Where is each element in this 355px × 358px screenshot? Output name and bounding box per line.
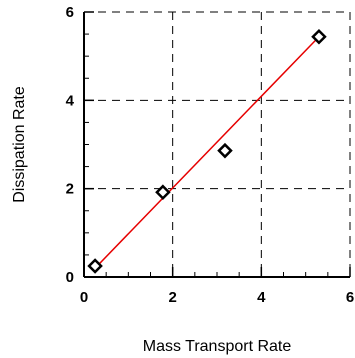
- data-point-diamond: [87, 258, 103, 274]
- y-tick-label: 4: [66, 92, 75, 109]
- fit-line: [94, 36, 320, 269]
- x-tick-label: 4: [257, 289, 266, 306]
- y-axis-title: Dissipation Rate: [11, 86, 28, 203]
- x-tick-labels: 0 2 4 6: [80, 289, 354, 306]
- y-tick-labels: 0 2 4 6: [66, 4, 75, 286]
- series: [87, 28, 327, 274]
- ticks: [83, 11, 351, 278]
- x-tick-label: 6: [346, 289, 354, 306]
- x-axis-title: Mass Transport Rate: [143, 338, 292, 355]
- axes: [83, 12, 350, 278]
- data-point-diamond: [311, 28, 327, 45]
- data-point-diamond: [217, 142, 233, 159]
- y-tick-label: 0: [66, 269, 74, 286]
- data-point-diamond: [155, 184, 171, 200]
- x-tick-label: 2: [168, 289, 176, 306]
- x-tick-label: 0: [80, 289, 88, 306]
- grid: [84, 11, 351, 277]
- y-tick-label: 6: [66, 4, 74, 21]
- y-tick-label: 2: [66, 181, 74, 198]
